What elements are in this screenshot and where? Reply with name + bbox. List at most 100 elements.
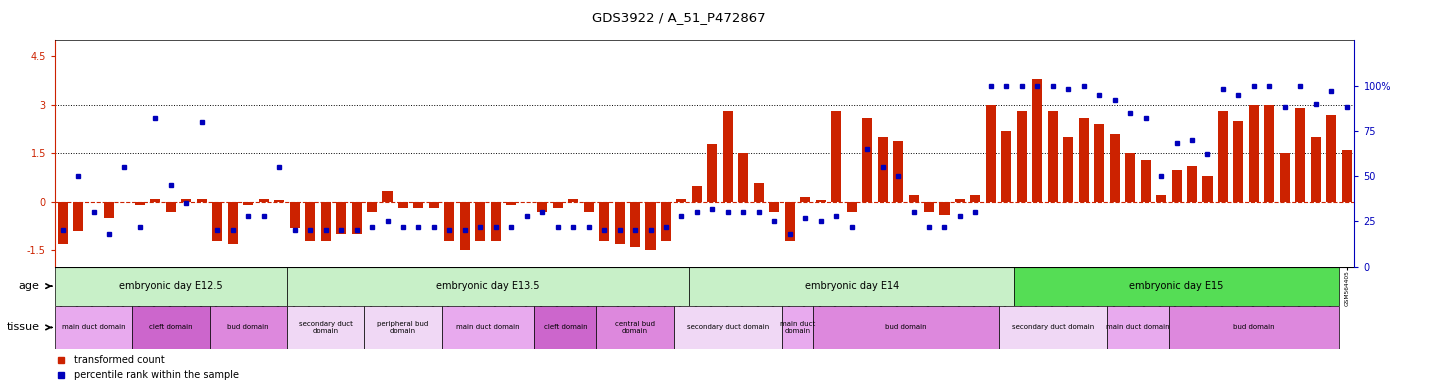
Bar: [599, 202, 609, 241]
Text: GDS3922 / A_51_P472867: GDS3922 / A_51_P472867: [592, 12, 765, 25]
Bar: [383, 190, 393, 202]
Bar: [1095, 124, 1105, 202]
Bar: [507, 202, 517, 205]
Bar: [212, 202, 222, 241]
Bar: [228, 202, 238, 244]
Text: secondary duct domain: secondary duct domain: [687, 324, 770, 331]
Bar: [1141, 160, 1151, 202]
Bar: [1217, 111, 1227, 202]
Bar: [182, 199, 192, 202]
Text: transformed count: transformed count: [75, 355, 165, 365]
Bar: [1063, 137, 1073, 202]
Bar: [336, 202, 347, 234]
Bar: [534, 306, 596, 349]
Text: cleft domain: cleft domain: [543, 324, 588, 331]
Bar: [1279, 154, 1289, 202]
Bar: [55, 306, 133, 349]
Text: secondary duct
domain: secondary duct domain: [299, 321, 352, 334]
Bar: [321, 202, 331, 241]
Bar: [846, 202, 856, 212]
Text: main duct
domain: main duct domain: [780, 321, 814, 334]
Bar: [723, 111, 734, 202]
Bar: [1079, 118, 1089, 202]
Text: embryonic day E12.5: embryonic day E12.5: [118, 281, 222, 291]
Bar: [708, 144, 718, 202]
Bar: [924, 202, 934, 212]
Bar: [1109, 134, 1119, 202]
Bar: [1048, 111, 1058, 202]
Bar: [442, 306, 534, 349]
Text: bud domain: bud domain: [1233, 324, 1275, 331]
Bar: [537, 202, 547, 212]
Bar: [74, 202, 84, 231]
Bar: [954, 199, 965, 202]
Bar: [832, 111, 842, 202]
Bar: [133, 306, 209, 349]
Bar: [1157, 195, 1167, 202]
Text: embryonic day E13.5: embryonic day E13.5: [436, 281, 540, 291]
Text: main duct domain: main duct domain: [1106, 324, 1170, 331]
Bar: [274, 200, 284, 202]
Bar: [258, 199, 269, 202]
Bar: [351, 202, 361, 234]
Bar: [661, 202, 671, 241]
Bar: [134, 202, 144, 205]
Bar: [367, 202, 377, 212]
Bar: [878, 137, 888, 202]
Bar: [770, 202, 780, 212]
Bar: [1233, 121, 1243, 202]
Text: percentile rank within the sample: percentile rank within the sample: [75, 370, 240, 380]
Bar: [475, 202, 485, 241]
Bar: [150, 199, 160, 202]
Bar: [986, 105, 996, 202]
Text: secondary duct domain: secondary duct domain: [1012, 324, 1095, 331]
Text: bud domain: bud domain: [885, 324, 927, 331]
Bar: [970, 195, 980, 202]
Text: age: age: [19, 281, 39, 291]
Bar: [287, 266, 689, 306]
Bar: [429, 202, 439, 209]
Text: embryonic day E14: embryonic day E14: [804, 281, 898, 291]
Text: tissue: tissue: [6, 323, 39, 333]
Bar: [813, 306, 999, 349]
Bar: [287, 306, 364, 349]
Bar: [1017, 111, 1027, 202]
Bar: [892, 141, 902, 202]
Bar: [862, 118, 872, 202]
Bar: [399, 202, 409, 209]
Bar: [1311, 137, 1321, 202]
Text: cleft domain: cleft domain: [149, 324, 192, 331]
Bar: [583, 202, 593, 212]
Bar: [1295, 108, 1305, 202]
Bar: [1168, 306, 1339, 349]
Bar: [1341, 150, 1352, 202]
Bar: [364, 306, 442, 349]
Bar: [999, 306, 1108, 349]
Text: main duct domain: main duct domain: [62, 324, 126, 331]
Bar: [738, 154, 748, 202]
Bar: [800, 197, 810, 202]
Bar: [104, 202, 114, 218]
Bar: [615, 202, 625, 244]
Bar: [1032, 79, 1043, 202]
Bar: [196, 199, 206, 202]
Bar: [754, 182, 764, 202]
Bar: [689, 266, 1014, 306]
Text: peripheral bud
domain: peripheral bud domain: [377, 321, 429, 334]
Text: embryonic day E15: embryonic day E15: [1129, 281, 1223, 291]
Bar: [783, 306, 813, 349]
Bar: [567, 199, 578, 202]
Bar: [908, 195, 918, 202]
Bar: [1265, 105, 1275, 202]
Bar: [445, 202, 455, 241]
Text: central bud
domain: central bud domain: [615, 321, 656, 334]
Bar: [166, 202, 176, 212]
Bar: [553, 202, 563, 209]
Bar: [645, 202, 656, 250]
Bar: [243, 202, 253, 205]
Bar: [596, 306, 674, 349]
Bar: [305, 202, 315, 241]
Bar: [1125, 154, 1135, 202]
Text: bud domain: bud domain: [228, 324, 269, 331]
Bar: [1108, 306, 1168, 349]
